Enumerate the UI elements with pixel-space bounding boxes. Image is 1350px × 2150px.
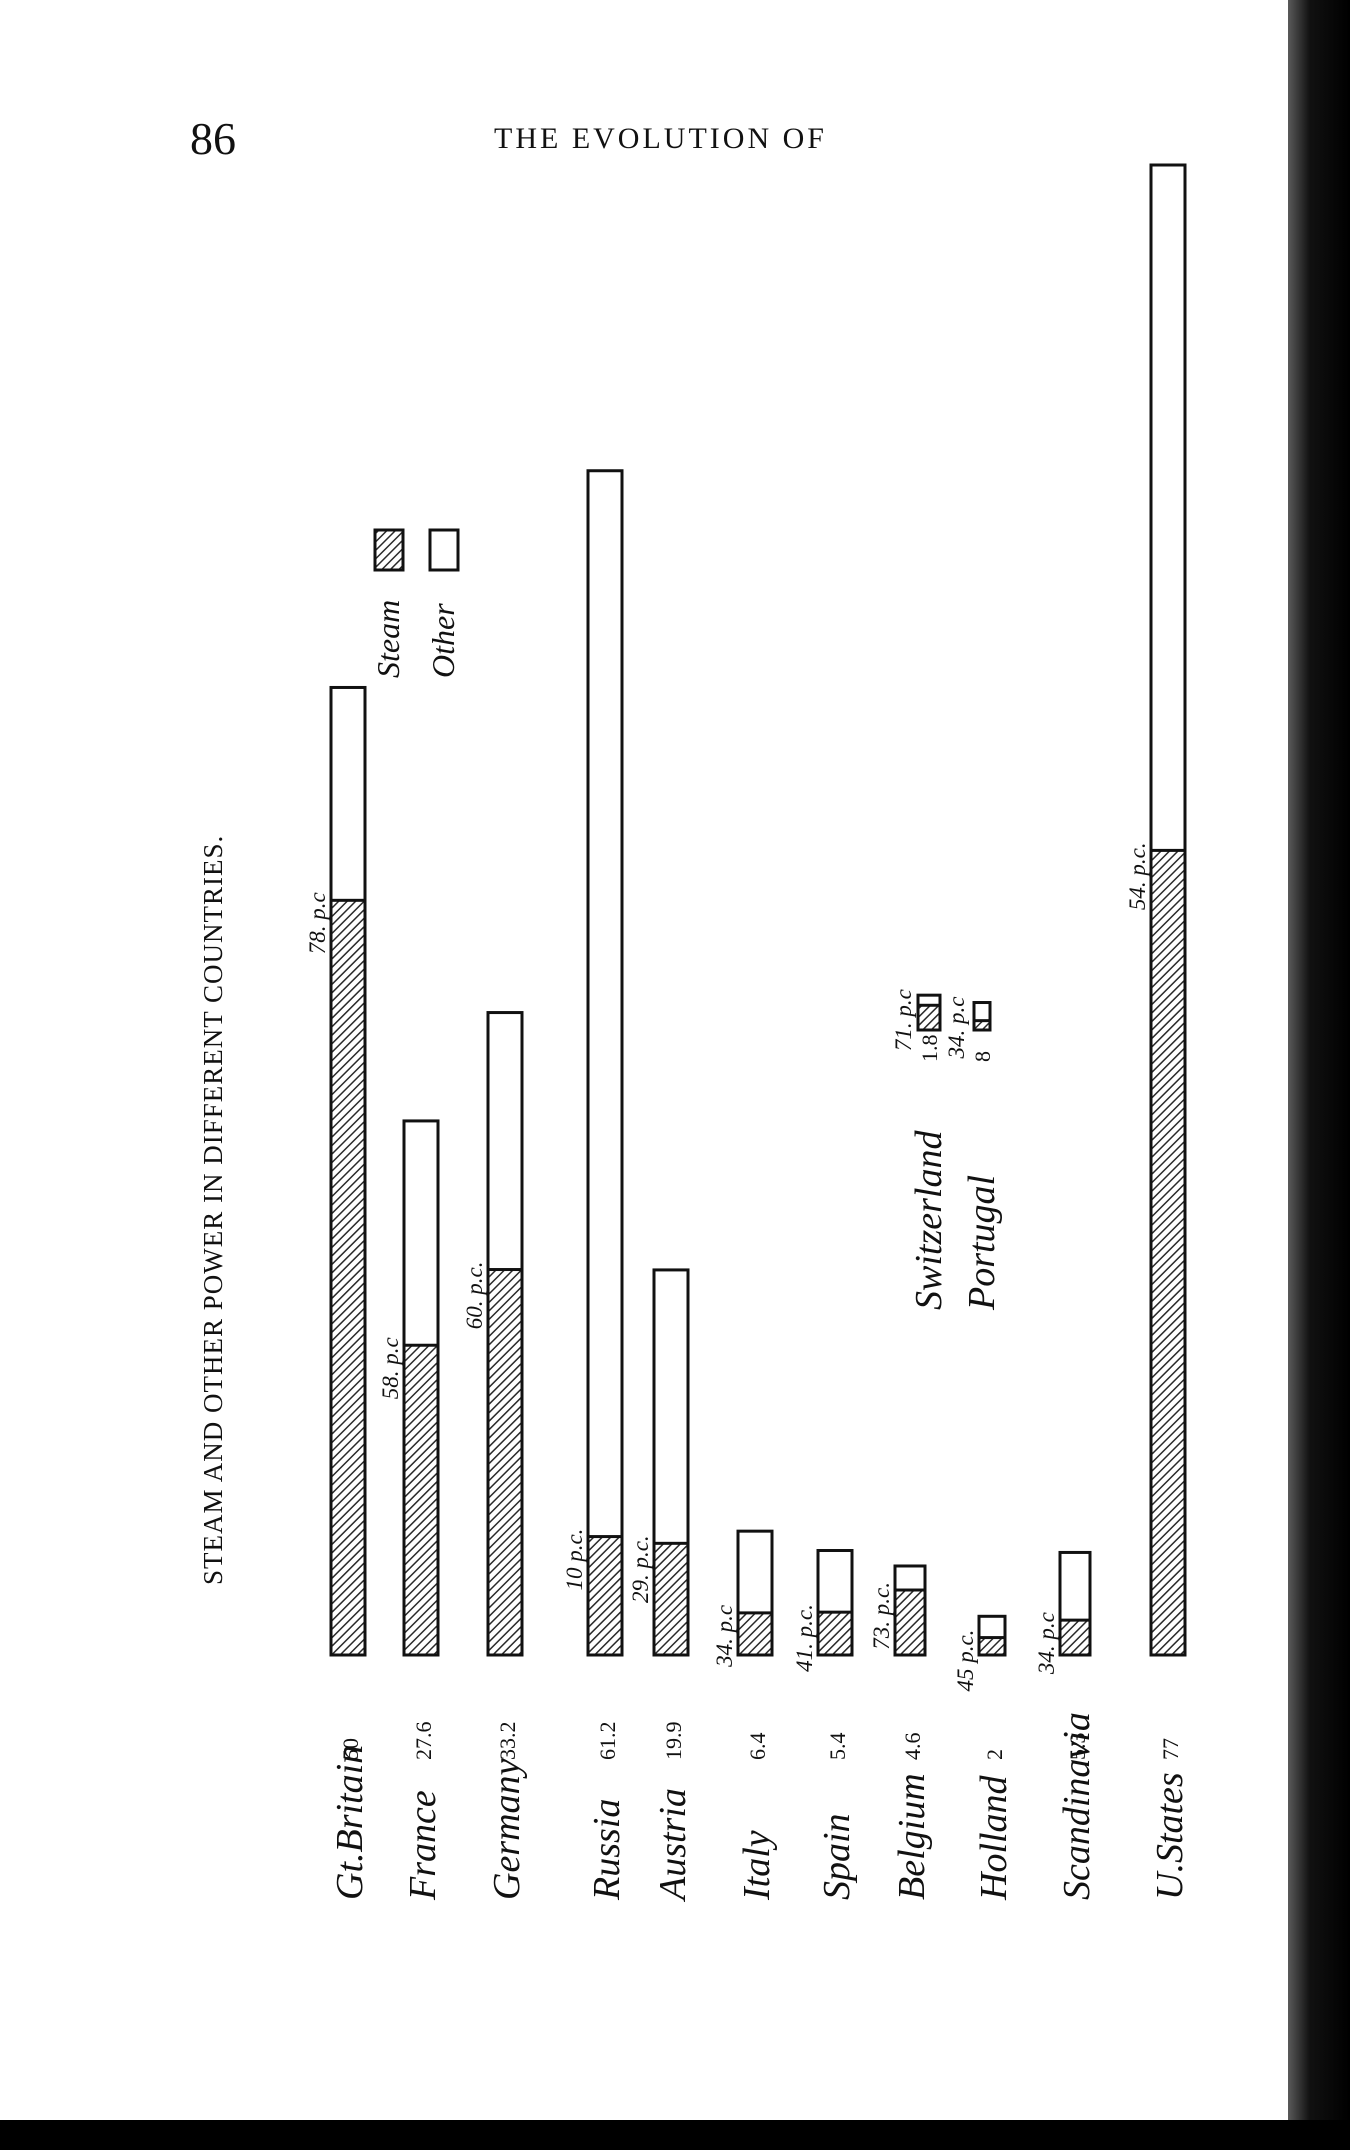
total-label: 33.2 (495, 1722, 520, 1761)
category-label: Italy (736, 1830, 778, 1901)
category-label: Scandinavia (1056, 1712, 1098, 1900)
bar-group-holland: Holland 2 45 p.c. (953, 1614, 1015, 1901)
bar-group-belgium: Belgium 4.6 73. p.c. (869, 1564, 933, 1900)
steam-pct-label: 34. p.c (944, 997, 969, 1060)
category-label: Russia (586, 1799, 628, 1901)
total-label: 8 (970, 1051, 995, 1062)
page-bottom-edge (0, 2120, 1350, 2150)
bar-steam (736, 1611, 774, 1657)
total-label: 2 (982, 1749, 1007, 1760)
bar-steam (893, 1588, 927, 1657)
total-label: 50 (338, 1738, 363, 1760)
steam-pct-label: 45 p.c. (953, 1630, 978, 1692)
bar-group-france: France 27.6 58. p.c (378, 1119, 444, 1901)
bar-group-spain: Spain 5.4 41. p.c. (792, 1549, 858, 1900)
inset-portugal: Portugal 834. p.c (944, 997, 1003, 1311)
legend-swatch (428, 528, 460, 572)
bar-group-russia: Russia 61.2 10 p.c. (562, 469, 628, 1901)
category-label: Austria (652, 1788, 694, 1903)
bar-group-austria: Austria 19.9 29. p.c. (628, 1268, 694, 1903)
chart-title: STEAM AND OTHER POWER IN DIFFERENT COUNT… (198, 835, 228, 1585)
category-label: France (402, 1790, 444, 1901)
total-label: 19.9 (661, 1722, 686, 1761)
total-label: 77 (1158, 1738, 1183, 1760)
steam-pct-label: 34. p.c (712, 1605, 737, 1668)
steam-pct-label: 58. p.c (378, 1337, 403, 1399)
running-head: THE EVOLUTION OF (494, 122, 827, 155)
bar-group-italy: Italy 6.4 34. p.c (712, 1529, 778, 1901)
legend-item-steam: Steam (370, 528, 406, 678)
category-label: U.States (1149, 1772, 1191, 1900)
steam-pct-label: 10 p.c. (562, 1529, 587, 1591)
inset-switzerland: Switzerland 1.871. p.c (891, 989, 950, 1310)
total-label: 5.4 (825, 1733, 850, 1761)
steam-pct-label: 29. p.c. (628, 1535, 653, 1603)
total-label: 1.8 (917, 1035, 942, 1063)
bar-steam (916, 1003, 942, 1032)
total-label: 61.2 (595, 1722, 620, 1761)
legend-label: Other (425, 603, 461, 678)
steam-pct-label: 34. p.c (1034, 1612, 1059, 1675)
category-label: Gt.Britain (329, 1745, 371, 1900)
total-label: 27.6 (411, 1722, 436, 1761)
legend-item-other: Other (425, 528, 461, 678)
legend-label: Steam (370, 600, 406, 678)
steam-pct-label: 54. p.c. (1125, 842, 1150, 910)
bar-steam (977, 1636, 1007, 1657)
steam-pct-label: 73. p.c. (869, 1582, 894, 1650)
steam-pct-label: 71. p.c (891, 989, 916, 1051)
bar-steam (586, 1535, 624, 1657)
steam-pct-label: 60. p.c. (462, 1262, 487, 1330)
bar-steam (402, 1343, 440, 1657)
bar-steam (329, 898, 367, 1657)
category-label: Holland (973, 1774, 1015, 1901)
bar-total (586, 469, 624, 1657)
total-label: 4.6 (900, 1733, 925, 1761)
bar-steam (816, 1610, 854, 1657)
total-label: 6.4 (745, 1733, 770, 1761)
book-binding-shadow (1288, 0, 1350, 2150)
bar-group-ustates: U.States 77 54. p.c. (1125, 163, 1191, 1900)
bar-steam (652, 1541, 690, 1657)
category-label: Germany (486, 1758, 528, 1900)
bar-steam (972, 1019, 992, 1032)
page-number: 86 (190, 113, 236, 164)
category-label: Spain (816, 1813, 858, 1900)
steam-pct-label: 78. p.c (305, 892, 330, 954)
bar-steam (486, 1268, 524, 1657)
steam-pct-label: 41. p.c. (792, 1604, 817, 1672)
legend-swatch (373, 528, 405, 572)
category-label: Switzerland (908, 1130, 950, 1310)
bar-steam (1149, 848, 1187, 1657)
category-label: Portugal (961, 1175, 1003, 1311)
bar-steam (1058, 1618, 1092, 1657)
category-label: Belgium (891, 1773, 933, 1900)
total-label: 5.3 (1065, 1733, 1090, 1761)
